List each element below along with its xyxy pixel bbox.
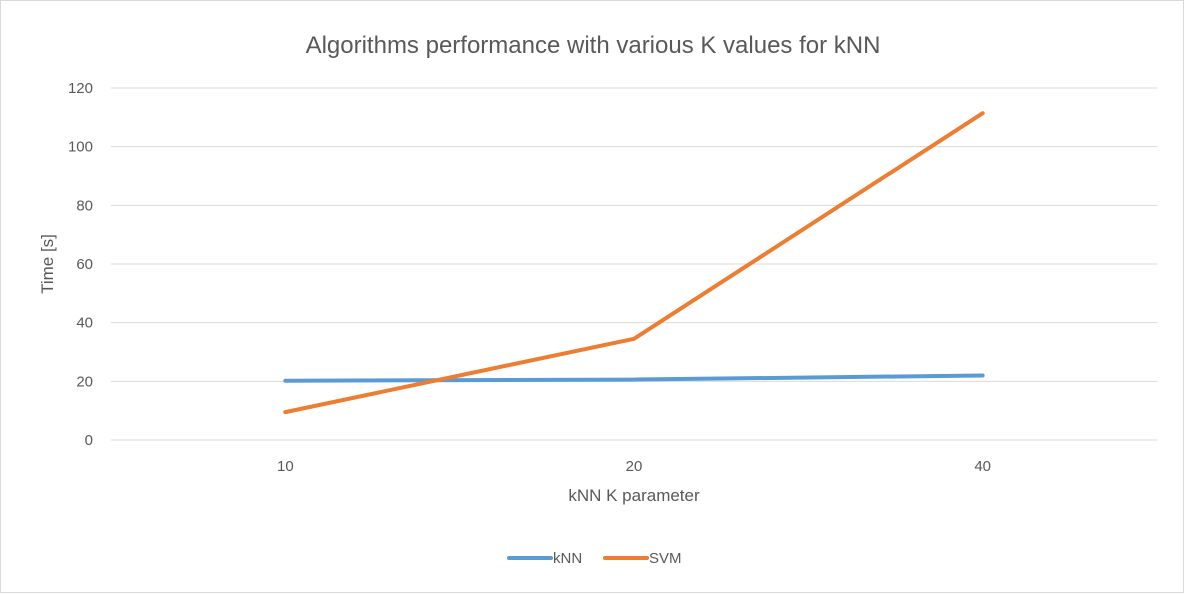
legend-label-knn: kNN [553, 550, 582, 567]
y-tick-label: 20 [76, 373, 93, 390]
y-axis-ticks: 0 20 40 60 80 100 120 [68, 80, 93, 449]
x-tick-label: 20 [626, 458, 643, 475]
y-tick-label: 100 [68, 139, 93, 156]
y-tick-label: 120 [68, 80, 93, 97]
y-tick-label: 40 [76, 315, 93, 332]
x-axis-ticks: 10 20 40 [277, 458, 991, 475]
y-tick-label: 80 [76, 197, 93, 214]
y-tick-label: 60 [76, 256, 93, 273]
legend: kNN SVM [507, 550, 682, 567]
y-axis-title: Time [s] [38, 234, 57, 294]
x-tick-label: 10 [277, 458, 294, 475]
x-axis-title: kNN K parameter [568, 486, 700, 505]
series-line-svm [283, 111, 985, 415]
legend-label-svm: SVM [649, 550, 682, 567]
x-tick-label: 40 [974, 458, 991, 475]
series-line-knn [283, 373, 985, 383]
y-tick-label: 0 [85, 432, 93, 449]
gridlines [111, 87, 1157, 441]
chart-title: Algorithms performance with various K va… [306, 32, 881, 59]
series-lines [283, 111, 985, 415]
